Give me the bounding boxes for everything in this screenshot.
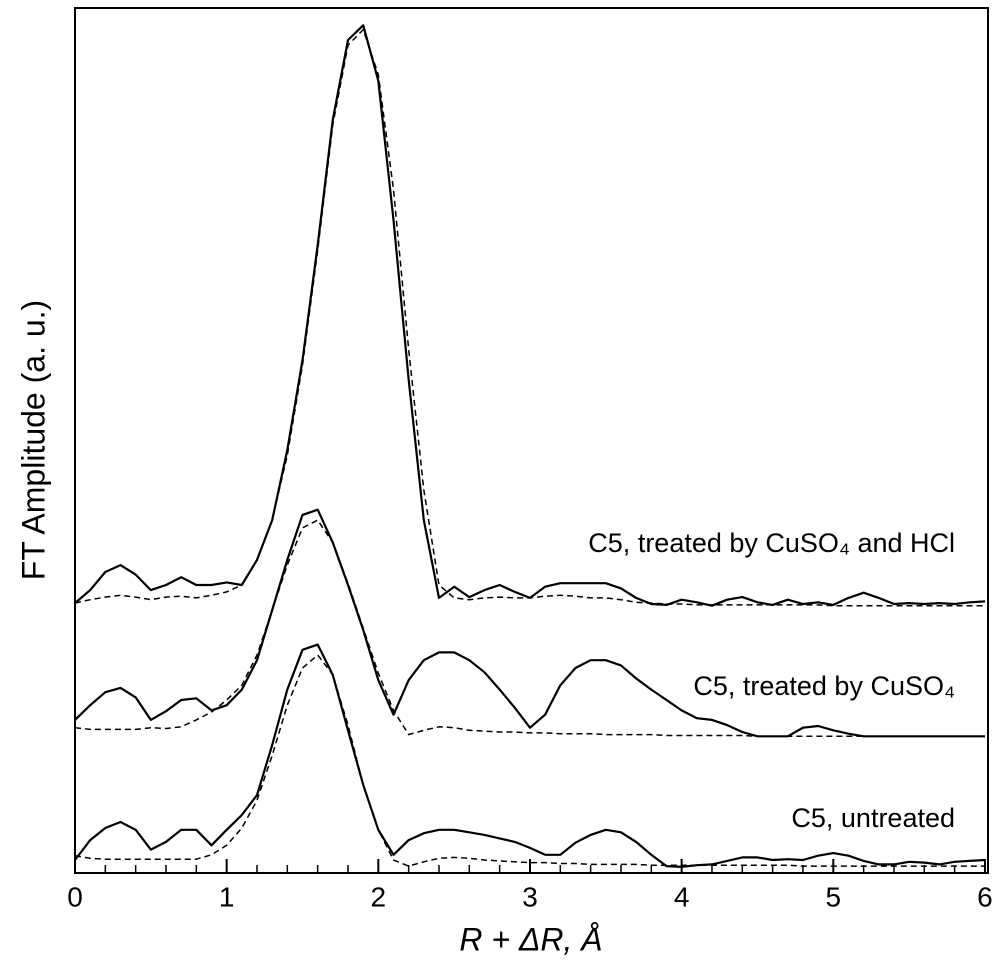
data-line — [74, 24, 986, 607]
x-tick-label: 3 — [522, 881, 538, 912]
x-tick-label: 0 — [67, 881, 83, 912]
data-line — [74, 508, 985, 738]
curve-label: C5, treated by CuSO₄ — [693, 671, 955, 701]
plot-frame — [74, 7, 989, 874]
data-line — [74, 643, 986, 868]
fit-line — [74, 28, 985, 607]
x-axis-label: R + ΔR, Å — [459, 921, 602, 957]
x-tick-label: 2 — [371, 881, 387, 912]
fit-line — [74, 654, 985, 867]
curve-label: C5, treated by CuSO₄ and HCl — [588, 528, 955, 558]
fit-line — [74, 519, 985, 738]
x-tick-label: 6 — [977, 881, 993, 912]
x-tick-label: 1 — [219, 881, 235, 912]
y-axis-label: FT Amplitude (a. u.) — [15, 300, 51, 580]
x-tick-label: 5 — [826, 881, 842, 912]
x-tick-label: 4 — [674, 881, 690, 912]
curve-label: C5, untreated — [791, 803, 955, 833]
